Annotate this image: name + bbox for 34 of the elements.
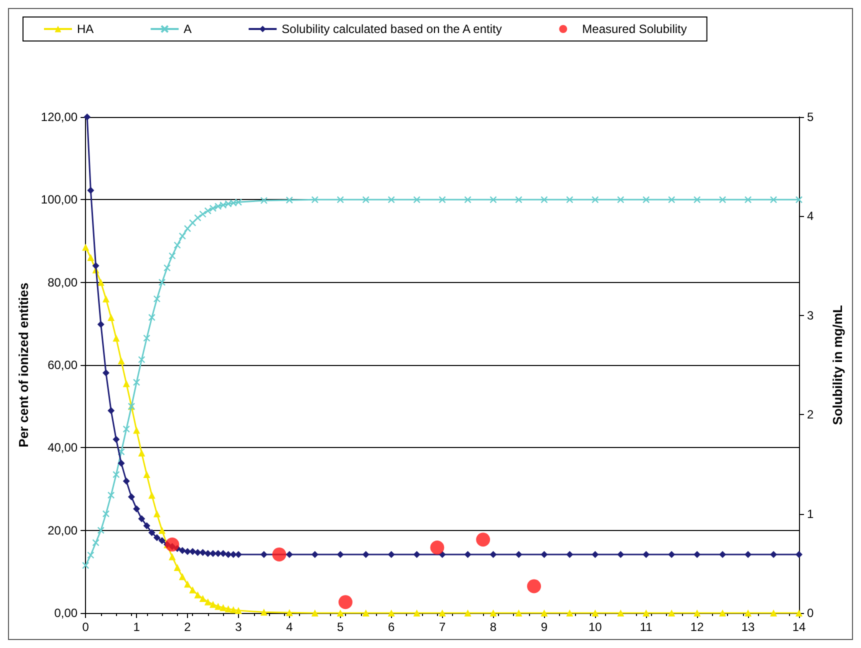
y2-tick-label: 0 [807, 606, 814, 620]
x-tick-label: 4 [286, 620, 294, 634]
x-tick-label: 2 [184, 620, 192, 634]
legend-label: Measured Solubility [582, 22, 687, 36]
x-tick-label: 0 [82, 620, 90, 634]
y-tick-label: 120,00 [40, 110, 78, 124]
x-tick-label: 14 [792, 620, 806, 634]
x-tick-label: 9 [540, 620, 548, 634]
y2-tick-label: 1 [807, 506, 814, 521]
y2-axis-title: Solubility in mg/mL [830, 305, 845, 425]
y-tick-label: 100,00 [40, 192, 78, 207]
x-tick-label: 7 [438, 620, 446, 634]
y-tick-label: 20,00 [48, 523, 78, 538]
x-tick-label: 13 [741, 620, 756, 634]
x-tick-label: 6 [388, 620, 395, 634]
y2-tick-label: 2 [807, 408, 814, 422]
y-tick-label: 60,00 [48, 358, 78, 372]
legend-label: A [184, 22, 192, 36]
legend-label: Solubility calculated based on the A entity [282, 22, 502, 36]
y2-tick-label: 4 [807, 209, 814, 224]
y-tick-label: 40,00 [48, 440, 78, 455]
x-tick-label: 12 [690, 620, 704, 634]
x-tick-label: 11 [640, 620, 653, 634]
y2-tick-label: 3 [807, 308, 814, 322]
y-tick-label: 0,00 [54, 606, 78, 620]
x-tick-label: 8 [490, 620, 497, 634]
x-tick-label: 3 [235, 620, 242, 634]
x-tick-label: 1 [133, 620, 140, 634]
x-tick-label: 10 [588, 620, 602, 634]
x-tick-label: 5 [337, 620, 344, 634]
y-axis-title: Per cent of ionized entities [16, 282, 31, 448]
legend-label: HA [77, 22, 94, 36]
y2-tick-label: 5 [807, 110, 814, 124]
y-tick-label: 80,00 [48, 275, 78, 290]
